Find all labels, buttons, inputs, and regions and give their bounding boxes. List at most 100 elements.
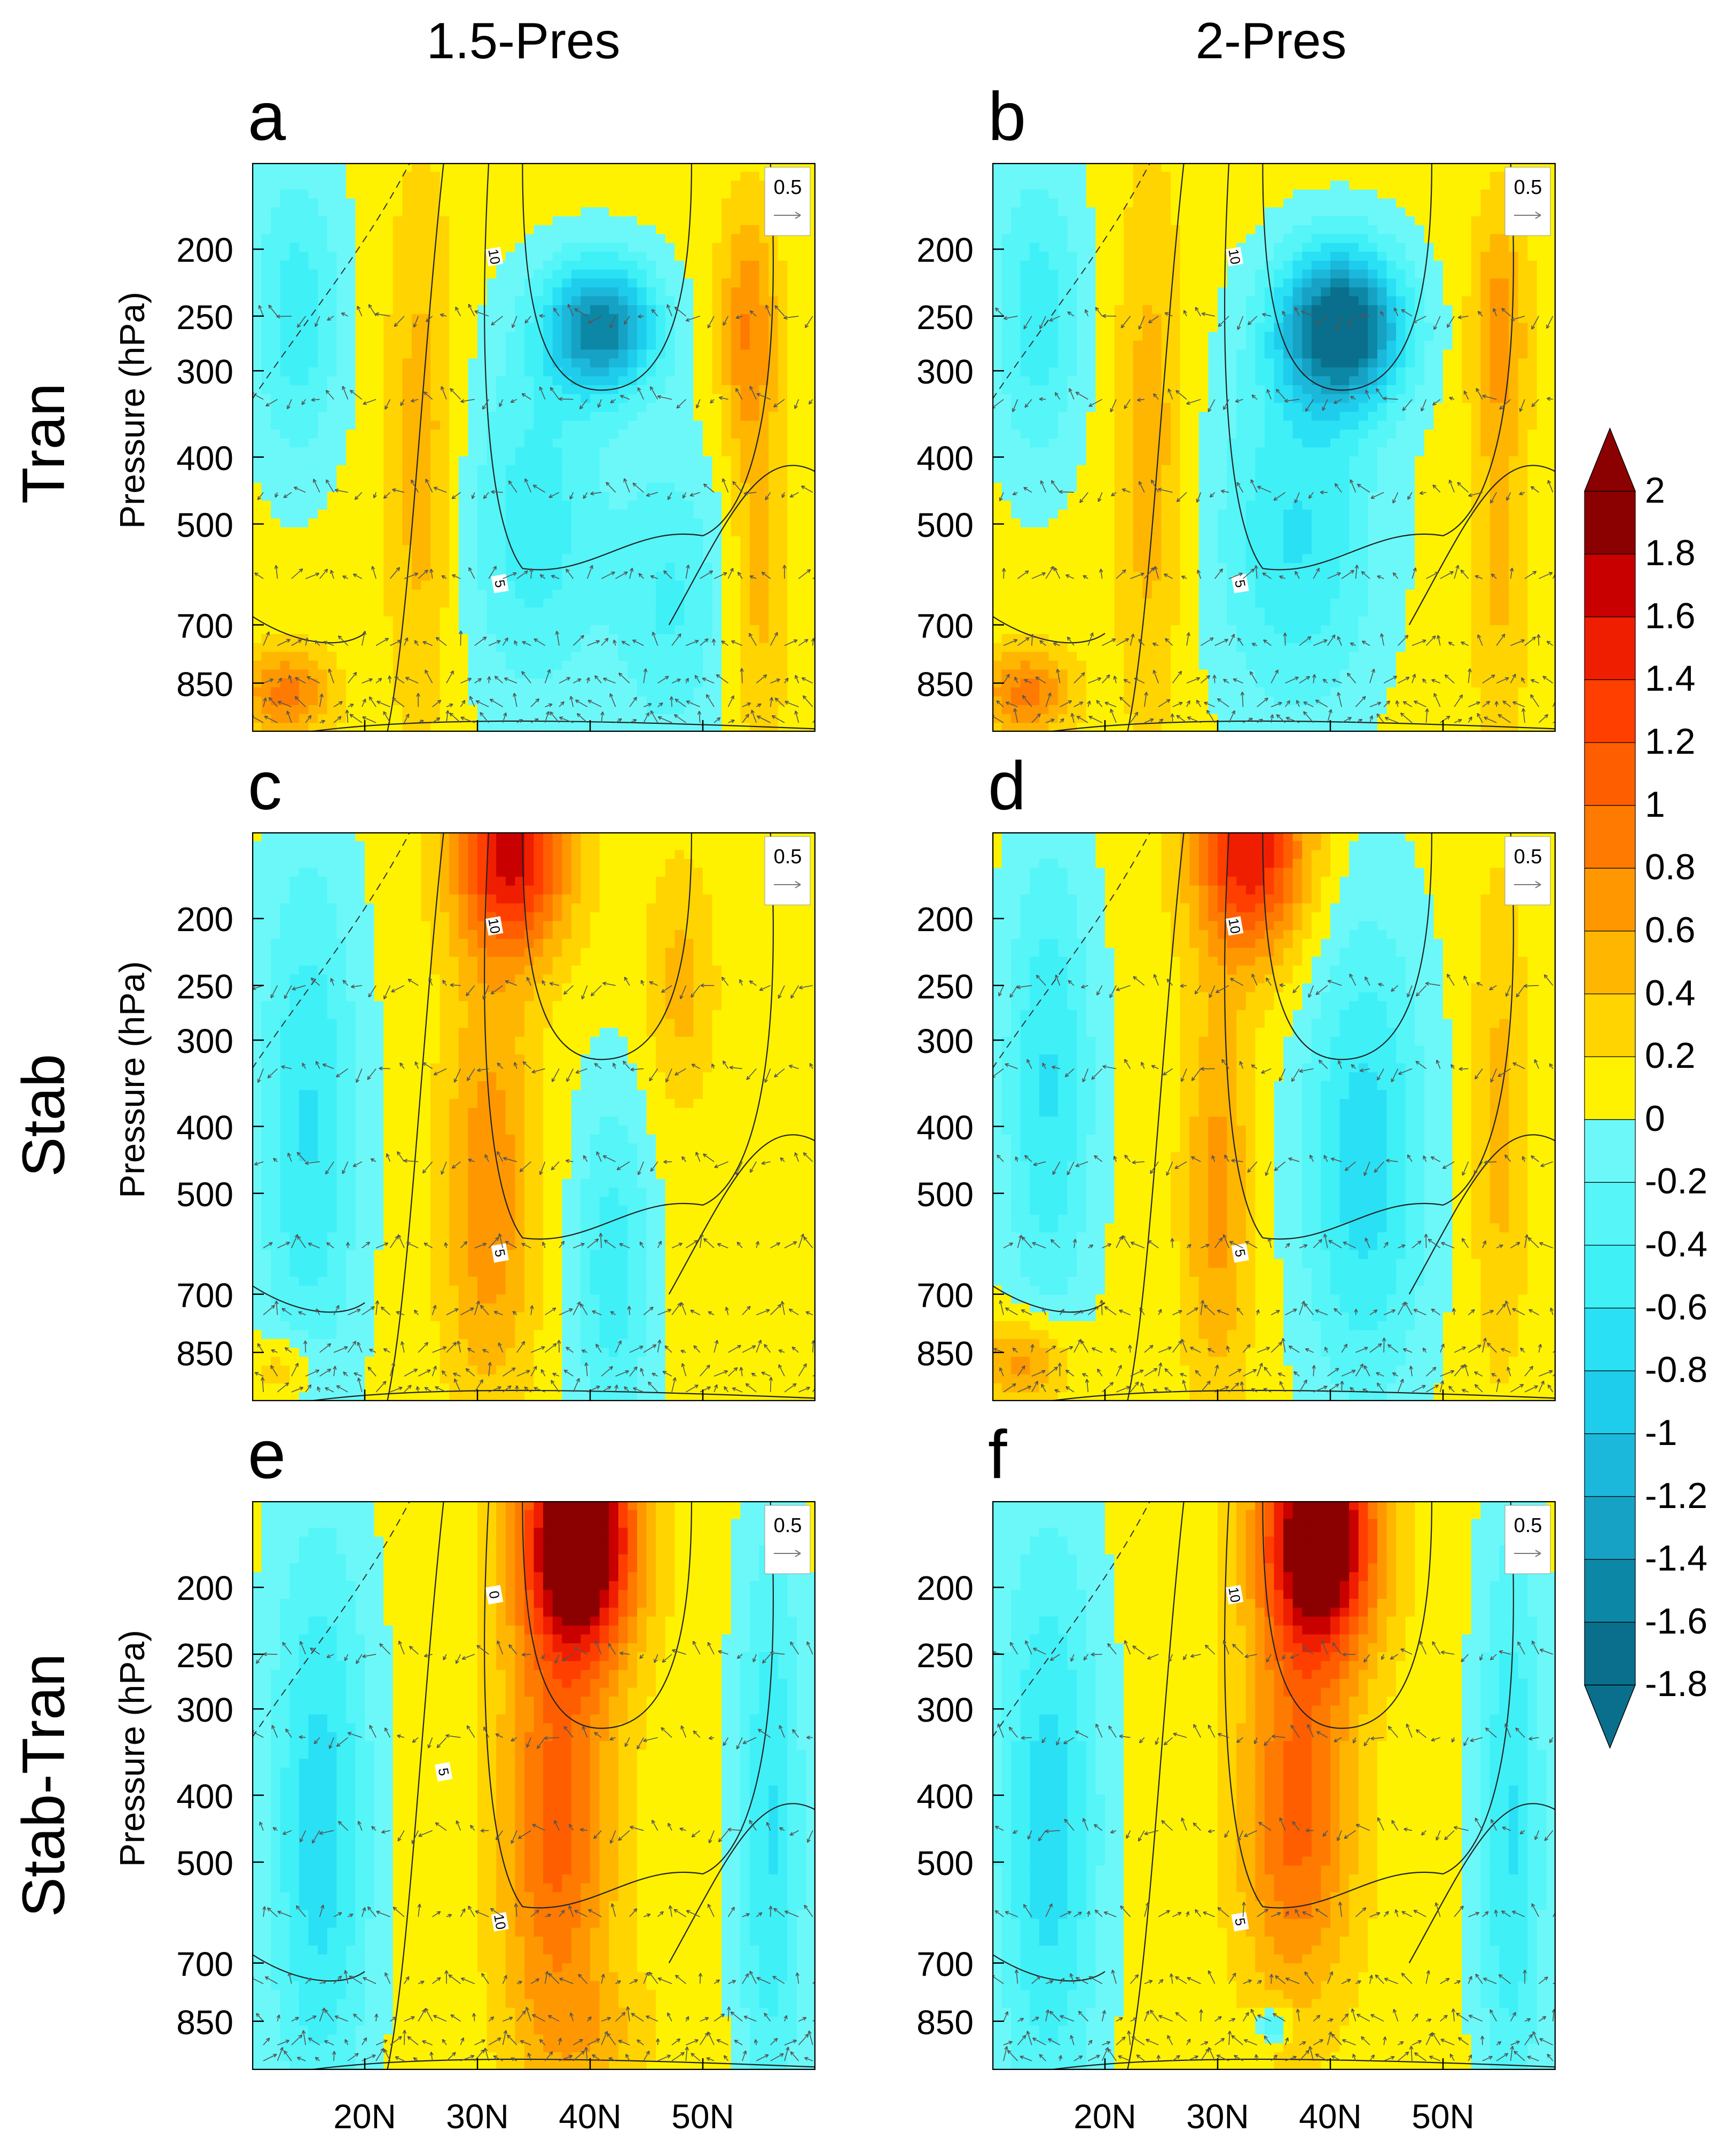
field-cell: [289, 198, 300, 208]
field-cell: [693, 438, 703, 448]
field-cell: [628, 394, 638, 403]
field-cell: [637, 340, 647, 350]
field-cell: [458, 420, 469, 430]
field-cell: [440, 696, 450, 706]
field-cell: [646, 287, 656, 297]
field-cell: [731, 225, 741, 235]
wind-vector-head: [704, 638, 709, 643]
field-cell: [421, 189, 431, 199]
field-cell: [749, 509, 760, 519]
field-cell: [1377, 163, 1387, 173]
field-cell: [308, 563, 318, 573]
field-cell: [374, 714, 384, 723]
field-cell: [505, 261, 515, 270]
field-cell: [374, 491, 384, 501]
field-cell: [487, 723, 497, 732]
field-cell: [543, 225, 553, 235]
field-cell: [599, 243, 609, 253]
field-cell: [656, 678, 666, 688]
field-cell: [562, 261, 572, 270]
wind-vector-head: [524, 571, 528, 575]
wind-vector: [629, 719, 637, 723]
field-cell: [327, 465, 337, 475]
field-cell: [411, 687, 422, 697]
field-cell: [449, 491, 459, 501]
field-cell: [684, 269, 694, 279]
field-cell: [318, 420, 328, 430]
field-cell: [327, 207, 337, 217]
field-cell: [562, 287, 572, 297]
field-cell: [327, 660, 337, 670]
field-cell: [496, 278, 506, 288]
wind-vector: [305, 715, 312, 723]
wind-vector-head: [264, 715, 269, 720]
field-cell: [534, 189, 544, 199]
field-cell: [327, 563, 337, 573]
field-cell: [571, 420, 582, 430]
field-cell: [477, 660, 488, 670]
field-cell: [355, 269, 365, 279]
field-cell: [712, 465, 722, 475]
field-cell: [271, 323, 281, 332]
field-cell: [365, 385, 375, 395]
field-cell: [722, 545, 732, 554]
field-cell: [1236, 207, 1246, 217]
field-cell: [261, 660, 271, 670]
field-cell: [524, 518, 535, 528]
field-cell: [515, 598, 525, 608]
field-cell: [1405, 171, 1415, 181]
field-cell: [618, 376, 628, 386]
wind-vector: [390, 639, 402, 646]
field-cell: [675, 696, 685, 706]
field-cell: [778, 509, 788, 519]
wind-vector: [795, 675, 799, 684]
field-cell: [430, 687, 441, 697]
field-cell: [383, 411, 394, 421]
field-cell: [1330, 207, 1340, 217]
wind-vector: [700, 571, 713, 579]
wind-vector-head: [362, 698, 366, 703]
field-cell: [769, 572, 779, 581]
field-cell: [496, 171, 506, 181]
field-cell: [1095, 189, 1105, 199]
wind-vector: [551, 575, 560, 579]
field-cell: [749, 483, 760, 493]
field-cell: [1368, 207, 1378, 217]
field-cell: [749, 527, 760, 537]
field-cell: [778, 411, 788, 421]
field-cell: [440, 296, 450, 306]
field-cell: [581, 225, 591, 235]
field-cell: [637, 483, 647, 493]
field-cell: [346, 501, 356, 510]
field-cell: [581, 340, 591, 350]
field-cell: [505, 527, 515, 537]
field-cell: [534, 616, 544, 626]
field-cell: [665, 411, 675, 421]
field-cell: [590, 643, 600, 652]
field-cell: [590, 563, 600, 573]
field-cell: [571, 474, 582, 483]
field-cell: [336, 234, 347, 244]
wind-vector: [319, 568, 328, 579]
wind-vector: [805, 316, 813, 328]
field-cell: [703, 314, 713, 324]
field-cell: [590, 474, 600, 483]
field-cell: [590, 483, 600, 493]
field-cell: [289, 349, 300, 359]
field-cell: [703, 607, 713, 617]
field-cell: [393, 225, 403, 235]
wind-vector-head: [276, 314, 280, 319]
field-cell: [1030, 171, 1040, 181]
wind-vector-head: [311, 397, 315, 402]
wind-vector-head: [658, 702, 663, 707]
field-cell: [628, 358, 638, 368]
field-cell: [581, 616, 591, 626]
field-cell: [402, 563, 412, 573]
field-cell: [1321, 189, 1331, 199]
field-cell: [693, 234, 703, 244]
field-cell: [289, 287, 300, 297]
field-cell: [703, 358, 713, 368]
field-cell: [411, 171, 422, 181]
field-cell: [505, 563, 515, 573]
field-cell: [1030, 207, 1040, 217]
